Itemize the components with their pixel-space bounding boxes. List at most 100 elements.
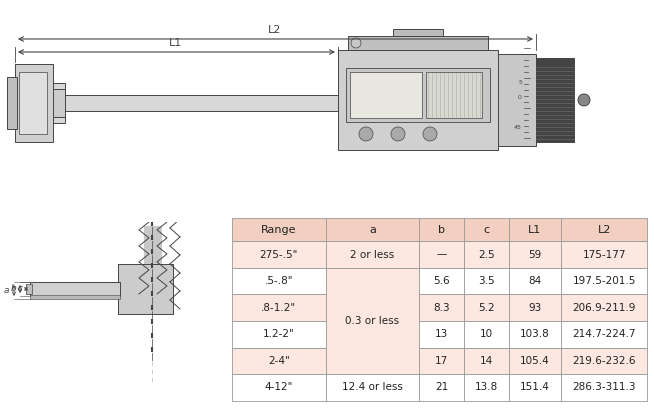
Bar <box>509 218 561 241</box>
Bar <box>53 83 65 123</box>
Text: 197.5-201.5: 197.5-201.5 <box>572 276 636 286</box>
Bar <box>118 264 173 314</box>
Text: 12.4 or less: 12.4 or less <box>342 382 403 393</box>
Text: L1: L1 <box>169 38 182 48</box>
Text: b: b <box>438 224 445 235</box>
Bar <box>30 282 120 296</box>
Bar <box>232 268 326 294</box>
Text: 175-177: 175-177 <box>583 249 626 259</box>
Bar <box>53 89 65 117</box>
Text: a: a <box>3 286 9 295</box>
Bar <box>509 241 561 268</box>
Text: —: — <box>436 249 447 259</box>
Bar <box>232 241 326 268</box>
Text: 59: 59 <box>528 249 542 259</box>
Bar <box>419 268 464 294</box>
Text: 10: 10 <box>480 329 493 339</box>
Bar <box>464 374 509 401</box>
Bar <box>419 241 464 268</box>
Circle shape <box>351 38 361 48</box>
Text: 17: 17 <box>435 356 448 366</box>
Text: 14: 14 <box>480 356 493 366</box>
Bar <box>561 374 647 401</box>
Text: L2: L2 <box>268 25 282 35</box>
Bar <box>26 284 32 294</box>
Bar <box>464 348 509 374</box>
Bar <box>232 294 326 321</box>
Bar <box>419 348 464 374</box>
Text: 3.5: 3.5 <box>478 276 495 286</box>
Text: 103.8: 103.8 <box>520 329 550 339</box>
Bar <box>509 294 561 321</box>
Bar <box>509 268 561 294</box>
Text: 2 or less: 2 or less <box>350 249 394 259</box>
Text: 1.2-2": 1.2-2" <box>263 329 295 339</box>
Bar <box>464 241 509 268</box>
Bar <box>346 68 490 122</box>
Circle shape <box>423 127 437 141</box>
Text: c: c <box>18 284 23 293</box>
Bar <box>509 321 561 348</box>
Text: 151.4: 151.4 <box>520 382 550 393</box>
Bar <box>426 72 482 118</box>
Bar <box>509 374 561 401</box>
Text: c: c <box>483 224 490 235</box>
Text: .8-1.2": .8-1.2" <box>262 302 296 313</box>
Text: 5: 5 <box>518 81 522 85</box>
Text: 13: 13 <box>435 329 448 339</box>
Circle shape <box>359 127 373 141</box>
Text: 84: 84 <box>528 276 542 286</box>
Text: .5-.8": .5-.8" <box>265 276 293 286</box>
Bar <box>464 294 509 321</box>
Bar <box>419 218 464 241</box>
Text: 105.4: 105.4 <box>520 356 550 366</box>
Text: 5.6: 5.6 <box>433 276 450 286</box>
Bar <box>326 241 419 268</box>
Bar <box>232 321 326 348</box>
Text: 93: 93 <box>528 302 542 313</box>
Text: 21: 21 <box>435 382 448 393</box>
Text: Range: Range <box>261 224 297 235</box>
Bar <box>19 72 47 134</box>
Bar <box>144 226 162 311</box>
Text: 206.9-211.9: 206.9-211.9 <box>572 302 636 313</box>
Text: 8.3: 8.3 <box>433 302 450 313</box>
Bar <box>561 218 647 241</box>
Bar <box>419 374 464 401</box>
Text: 45: 45 <box>514 125 522 130</box>
Bar <box>338 50 498 150</box>
Text: 13.8: 13.8 <box>475 382 498 393</box>
Bar <box>561 241 647 268</box>
Text: 214.7-224.7: 214.7-224.7 <box>572 329 636 339</box>
Text: 2.5: 2.5 <box>478 249 495 259</box>
Text: 0: 0 <box>518 95 522 100</box>
Text: 4-12": 4-12" <box>265 382 293 393</box>
Bar <box>419 321 464 348</box>
Bar <box>232 348 326 374</box>
Text: 5.2: 5.2 <box>478 302 495 313</box>
Bar <box>326 218 419 241</box>
Bar <box>561 348 647 374</box>
Text: 275-.5": 275-.5" <box>260 249 298 259</box>
Bar <box>419 294 464 321</box>
Text: 0.3 or less: 0.3 or less <box>345 316 400 326</box>
Bar <box>561 321 647 348</box>
Text: L2: L2 <box>598 224 611 235</box>
Bar <box>232 218 326 241</box>
Bar <box>536 58 574 142</box>
Text: 219.6-232.6: 219.6-232.6 <box>572 356 636 366</box>
Text: b: b <box>10 284 16 293</box>
Text: 2-4": 2-4" <box>268 356 290 366</box>
Bar <box>30 295 120 299</box>
Circle shape <box>578 94 590 106</box>
Bar <box>464 268 509 294</box>
Bar <box>15 64 53 142</box>
Bar <box>498 54 536 146</box>
Bar <box>464 218 509 241</box>
Bar <box>108 282 120 296</box>
Bar <box>348 36 488 50</box>
Bar <box>350 72 422 118</box>
Circle shape <box>391 127 405 141</box>
Bar <box>7 77 17 129</box>
Bar <box>561 294 647 321</box>
